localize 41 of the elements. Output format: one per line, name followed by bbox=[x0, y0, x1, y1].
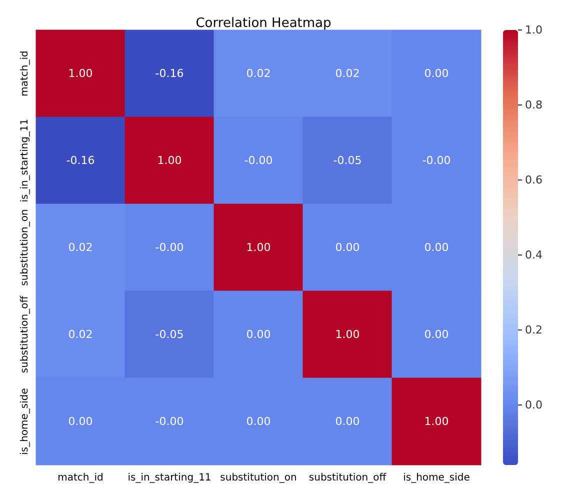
data-label: 1.00 bbox=[335, 328, 360, 341]
data-label: 0.00 bbox=[335, 241, 360, 254]
y-tick-label: substitution_off bbox=[20, 294, 30, 374]
data-label: 0.00 bbox=[424, 328, 449, 341]
data-label: 0.00 bbox=[424, 241, 449, 254]
data-label: 0.00 bbox=[335, 415, 360, 428]
data-label: -0.05 bbox=[333, 154, 362, 167]
y-tick-label: is_in_starting_11 bbox=[20, 118, 30, 202]
color-bar-label: 1.0 bbox=[525, 24, 542, 36]
color-bar-label: 0.0 bbox=[525, 398, 542, 412]
data-label: -0.05 bbox=[155, 328, 184, 341]
color-bar-label: 0.4 bbox=[525, 248, 542, 262]
data-label: -0.00 bbox=[422, 154, 451, 167]
data-label: 0.00 bbox=[246, 328, 271, 341]
data-label: -0.00 bbox=[155, 415, 184, 428]
data-label: 0.02 bbox=[68, 241, 93, 254]
data-label: 1.00 bbox=[157, 154, 182, 167]
data-label: -0.00 bbox=[155, 241, 184, 254]
chart-title: Correlation Heatmap bbox=[196, 16, 332, 31]
x-tick-label: substitution_off bbox=[308, 472, 388, 484]
x-tick-label: is_home_side bbox=[403, 472, 470, 484]
color-bar-label: 0.2 bbox=[525, 324, 542, 336]
x-tick-label: substitution_on bbox=[220, 472, 297, 484]
data-label: 1.00 bbox=[424, 415, 449, 428]
data-label: -0.16 bbox=[66, 154, 95, 167]
data-label: 0.00 bbox=[246, 415, 271, 428]
color-bar-label: 0.6 bbox=[525, 174, 542, 186]
x-tick-label: is_in_starting_11 bbox=[128, 472, 212, 484]
data-label: 0.02 bbox=[335, 67, 360, 80]
data-label: 0.00 bbox=[424, 67, 449, 80]
data-label: 1.00 bbox=[246, 241, 271, 254]
data-label: 0.00 bbox=[68, 415, 93, 428]
data-label: 1.00 bbox=[68, 67, 93, 80]
data-label: -0.16 bbox=[155, 67, 184, 80]
data-label: 0.02 bbox=[68, 328, 93, 341]
y-tick-label: substitution_on bbox=[20, 209, 30, 286]
color-bar-label: 0.8 bbox=[525, 98, 542, 112]
y-tick-label: match_id bbox=[20, 50, 30, 96]
data-label: -0.00 bbox=[244, 154, 273, 167]
data-label: 0.02 bbox=[246, 67, 271, 80]
x-tick-label: match_id bbox=[58, 472, 104, 484]
